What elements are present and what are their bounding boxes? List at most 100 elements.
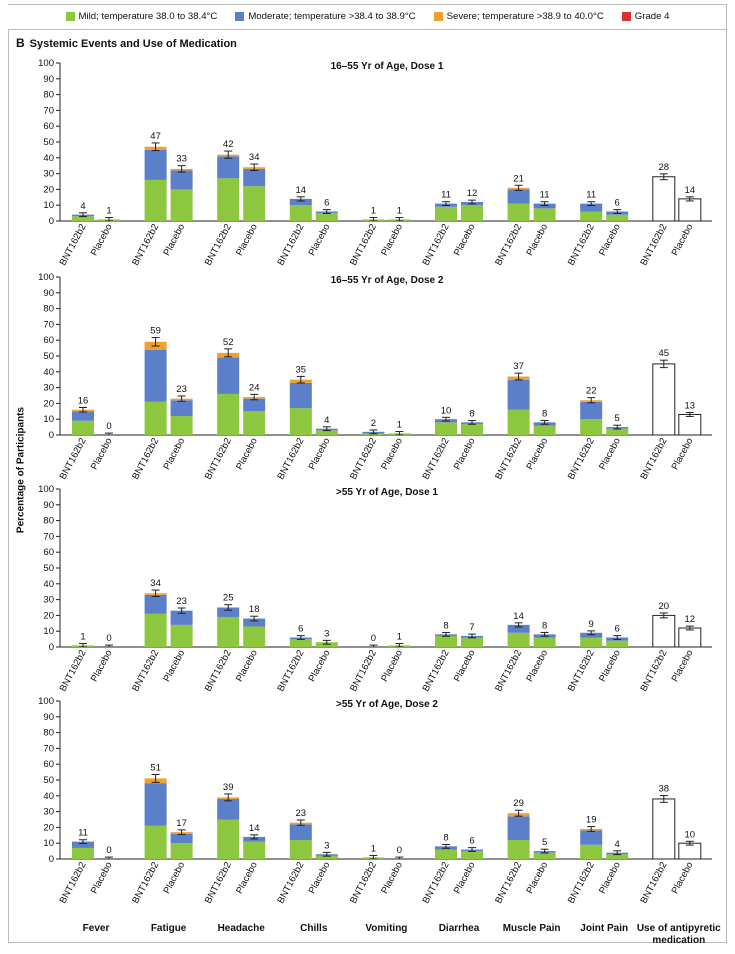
x-group-label: Placebo [89, 222, 115, 257]
bar-segment-moderate [289, 824, 312, 841]
legend-label-mild: Mild; temperature 38.0 to 38.4°C [78, 11, 218, 22]
y-tick-label: 10 [43, 414, 54, 425]
y-tick-label: 100 [38, 272, 54, 283]
bar-segment-moderate [507, 624, 530, 633]
x-group-label: BNT162b2 [130, 222, 161, 267]
x-group-label: BNT162b2 [58, 648, 89, 693]
antipyretic-bar [678, 413, 702, 436]
bar-segment-mild [606, 640, 629, 647]
bar-segment-mild [243, 186, 266, 221]
data-label: 9 [589, 619, 594, 630]
data-label: 0 [397, 845, 402, 856]
legend-label-moderate: Moderate; temperature >38.4 to 38.9°C [248, 11, 416, 22]
bar-segment-mild [289, 840, 312, 859]
panel-title-text: Systemic Events and Use of Medication [29, 38, 237, 50]
x-group-label: Placebo [307, 860, 333, 895]
x-group-label: Placebo [670, 436, 696, 471]
x-category-label: Joint Pain [580, 923, 628, 934]
y-tick-label: 40 [43, 367, 54, 378]
x-group-label: BNT162b2 [638, 648, 669, 693]
x-group-label: Placebo [452, 222, 478, 257]
y-tick-label: 0 [49, 854, 54, 865]
data-label: 1 [80, 632, 85, 643]
frame-bottom-rule [8, 942, 727, 943]
x-group-label: BNT162b2 [275, 436, 306, 481]
x-group-label: BNT162b2 [566, 436, 597, 481]
x-group-label: Placebo [234, 648, 260, 683]
data-label: 13 [685, 400, 696, 411]
data-label: 24 [249, 382, 260, 393]
x-group-label: Placebo [452, 436, 478, 471]
x-group-label: BNT162b2 [130, 648, 161, 693]
panel-title: B Systemic Events and Use of Medication [16, 36, 237, 50]
x-group-label: BNT162b2 [203, 222, 234, 267]
data-label: 5 [615, 413, 620, 424]
data-label: 14 [296, 185, 307, 196]
legend-item-mild: Mild; temperature 38.0 to 38.4°C [65, 11, 218, 22]
x-category-label: Muscle Pain [503, 923, 561, 934]
bar-segment-moderate [289, 198, 312, 206]
panel-subtitle: 16–55 Yr of Age, Dose 1 [331, 61, 444, 72]
y-tick-label: 40 [43, 791, 54, 802]
data-label: 8 [443, 832, 448, 843]
data-label: 6 [298, 624, 303, 635]
x-category-label: Fever [83, 923, 110, 934]
data-label: 51 [150, 762, 161, 773]
y-tick-label: 20 [43, 184, 54, 195]
bar-segment-mild [606, 428, 629, 435]
data-label: 3 [324, 628, 329, 639]
bar-segment-mild [580, 844, 603, 859]
bar-segment-mild [507, 409, 530, 435]
data-label: 7 [469, 622, 474, 633]
y-tick-label: 10 [43, 200, 54, 211]
bar-segment-mild [533, 852, 556, 859]
x-group-label: BNT162b2 [203, 860, 234, 905]
x-group-label: Placebo [524, 648, 550, 683]
y-tick-label: 60 [43, 121, 54, 132]
x-group-label: Placebo [379, 648, 405, 683]
data-label: 25 [223, 593, 234, 604]
bar-segment-moderate [144, 149, 167, 180]
y-tick-label: 90 [43, 712, 54, 723]
y-tick-label: 0 [49, 642, 54, 653]
bar-segment-mild [606, 854, 629, 859]
x-group-label: BNT162b2 [566, 860, 597, 905]
data-label: 1 [371, 206, 376, 217]
legend-label-severe: Severe; temperature >38.9 to 40.0°C [446, 11, 604, 22]
x-group-label: Placebo [89, 436, 115, 471]
x-category-label: medication [652, 935, 705, 946]
x-group-label: Placebo [161, 436, 187, 471]
bar-segment-moderate [507, 379, 530, 410]
data-label: 19 [586, 815, 597, 826]
x-group-label: Placebo [379, 860, 405, 895]
bar-segment-mild [170, 416, 193, 435]
bar-segment-moderate [243, 398, 266, 412]
x-category-label: Fatigue [151, 923, 187, 934]
data-label: 29 [513, 798, 524, 809]
bar-segment-moderate [580, 203, 603, 212]
bar-segment-mild [315, 855, 338, 859]
x-category-label: Use of antipyretic [637, 923, 721, 934]
x-group-label: BNT162b2 [348, 222, 379, 267]
legend-label-grade4: Grade 4 [634, 11, 670, 22]
legend-item-grade4: Grade 4 [621, 11, 670, 22]
x-group-label: BNT162b2 [58, 222, 89, 267]
bar-segment-mild [461, 637, 483, 647]
data-label: 0 [106, 845, 111, 856]
data-label: 0 [371, 633, 376, 644]
bar-segment-mild [435, 849, 457, 859]
data-label: 22 [586, 386, 597, 397]
data-label: 11 [441, 190, 451, 201]
x-group-label: Placebo [597, 860, 623, 895]
x-group-label: Placebo [89, 860, 115, 895]
x-group-label: Placebo [524, 860, 550, 895]
data-label: 14 [249, 823, 260, 834]
y-tick-label: 0 [49, 216, 54, 227]
panel-subtitle: >55 Yr of Age, Dose 1 [336, 487, 438, 498]
x-category-label: Diarrhea [439, 923, 480, 934]
bar-segment-moderate [170, 610, 193, 625]
y-tick-label: 30 [43, 169, 54, 180]
y-tick-label: 90 [43, 500, 54, 511]
bar-segment-mild [72, 420, 94, 435]
x-group-label: Placebo [670, 860, 696, 895]
